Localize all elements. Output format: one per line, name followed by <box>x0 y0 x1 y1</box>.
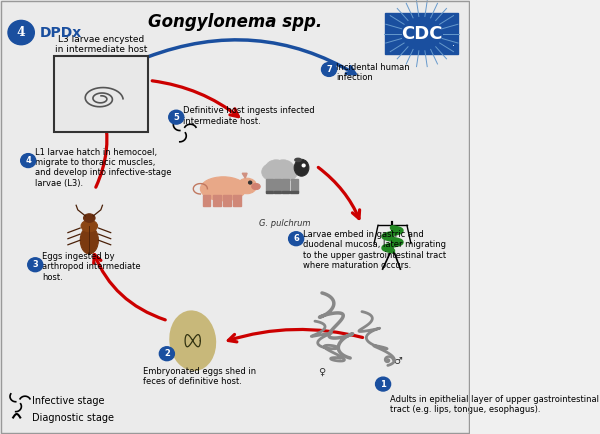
Text: 5: 5 <box>173 113 179 122</box>
Circle shape <box>376 377 391 391</box>
Bar <box>274 180 281 193</box>
Ellipse shape <box>276 163 298 181</box>
Ellipse shape <box>200 177 246 201</box>
Circle shape <box>169 110 184 124</box>
Text: Embryonated eggs shed in
feces of definitive host.: Embryonated eggs shed in feces of defini… <box>143 367 256 386</box>
Text: 2: 2 <box>164 349 170 358</box>
Text: ♀: ♀ <box>319 367 326 377</box>
Ellipse shape <box>294 159 309 176</box>
Bar <box>290 191 298 193</box>
Circle shape <box>289 232 304 246</box>
Bar <box>203 195 210 206</box>
Bar <box>385 13 458 54</box>
Ellipse shape <box>238 178 257 194</box>
Text: .: . <box>452 38 455 48</box>
Text: Adults in epithelial layer of upper gastrointestinal
tract (e.g. lips, tongue, e: Adults in epithelial layer of upper gast… <box>390 395 599 414</box>
Polygon shape <box>242 173 247 178</box>
Text: 4: 4 <box>17 26 26 39</box>
Text: Incidental human
infection: Incidental human infection <box>336 63 410 82</box>
Bar <box>291 180 298 193</box>
Circle shape <box>8 20 34 45</box>
Text: L1 larvae hatch in hemocoel,
migrate to thoracic muscles,
and develop into infec: L1 larvae hatch in hemocoel, migrate to … <box>35 148 172 188</box>
Circle shape <box>302 164 305 167</box>
Bar <box>223 195 231 206</box>
Ellipse shape <box>295 158 301 161</box>
Circle shape <box>20 154 36 168</box>
Text: Larvae embed in gastric and
duodenal mucosa, later migrating
to the upper gastro: Larvae embed in gastric and duodenal muc… <box>303 230 446 270</box>
Ellipse shape <box>269 164 290 183</box>
Ellipse shape <box>251 184 260 190</box>
Text: DPDx: DPDx <box>40 26 82 39</box>
Bar <box>282 191 289 193</box>
Text: Eggs ingested by
arthropod intermediate
host.: Eggs ingested by arthropod intermediate … <box>43 252 141 282</box>
Circle shape <box>322 62 337 76</box>
Text: CDC: CDC <box>401 25 443 43</box>
Bar <box>282 180 289 193</box>
Text: 4: 4 <box>25 156 31 165</box>
Ellipse shape <box>269 166 290 184</box>
Bar <box>385 13 458 54</box>
Text: ♂: ♂ <box>393 356 401 366</box>
Text: Gongylonema spp.: Gongylonema spp. <box>148 13 322 31</box>
Bar <box>266 180 273 193</box>
Bar <box>54 56 148 132</box>
Circle shape <box>28 258 43 272</box>
Bar <box>274 191 281 193</box>
Ellipse shape <box>80 227 98 254</box>
Bar <box>266 191 273 193</box>
Text: 7: 7 <box>326 65 332 74</box>
Bar <box>214 195 221 206</box>
Circle shape <box>160 347 175 361</box>
Bar <box>233 195 241 206</box>
Text: G. pulchrum: G. pulchrum <box>259 219 310 228</box>
Text: L3 larvae encysted
in intermediate host: L3 larvae encysted in intermediate host <box>55 35 147 54</box>
Ellipse shape <box>81 220 98 232</box>
Text: Diagnostic stage: Diagnostic stage <box>32 412 114 423</box>
Text: 3: 3 <box>32 260 38 269</box>
Text: Definitive host ingests infected
intermediate host.: Definitive host ingests infected interme… <box>184 106 315 126</box>
Ellipse shape <box>265 160 287 178</box>
Text: 1: 1 <box>380 380 386 388</box>
Ellipse shape <box>170 312 215 370</box>
Ellipse shape <box>83 214 95 222</box>
Text: 6: 6 <box>293 234 299 243</box>
Circle shape <box>248 181 251 184</box>
Ellipse shape <box>262 163 284 181</box>
Text: Infective stage: Infective stage <box>32 396 104 407</box>
Ellipse shape <box>272 160 294 178</box>
